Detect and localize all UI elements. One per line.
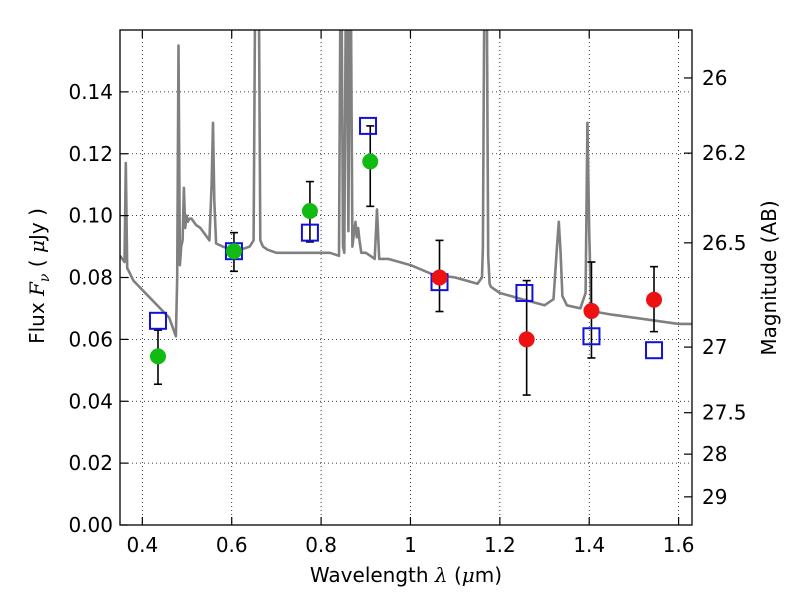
y-tick-label: 0.08	[68, 266, 113, 290]
model-photometry-square	[515, 283, 534, 302]
nir-data-point	[583, 302, 600, 319]
x-tick-label: 0.6	[216, 533, 248, 557]
x-tick-label: 1.6	[663, 533, 695, 557]
y2-tick-label: 29	[702, 485, 727, 509]
y-tick-label: 0.04	[68, 389, 113, 413]
x-tick-label: 1	[404, 533, 417, 557]
y2-tick-labels: 26 26.2 26.5 27 27.5 28 29	[702, 66, 747, 509]
y2-tick-label: 26.5	[702, 231, 747, 255]
grid-lines	[120, 30, 692, 526]
model-spectrum-layer	[120, 30, 692, 338]
y2-axis-label: Magnitude (AB)	[757, 200, 781, 355]
model-photometry-square	[300, 223, 319, 242]
nir-data-point	[431, 269, 448, 286]
y2-tick-label: 27.5	[702, 401, 747, 425]
optical-data-point	[225, 243, 242, 260]
y2-tick-label: 26.2	[702, 141, 747, 165]
y-tick-label: 0.06	[68, 327, 113, 351]
y-tick-label: 0.00	[68, 513, 113, 537]
y2-tick-label: 27	[702, 335, 727, 359]
nir-data-point	[646, 291, 663, 308]
model-spectrum-line	[120, 30, 692, 338]
y-tick-label: 0.14	[68, 80, 113, 104]
y2-tick-label: 26	[702, 66, 727, 90]
errorbar-layer	[153, 125, 659, 396]
x-tick-label: 0.8	[305, 533, 337, 557]
x-tick-labels: 0.4 0.6 0.8 1 1.2 1.4 1.6	[126, 533, 694, 557]
tick-marks	[120, 30, 692, 526]
y-tick-labels: 0.00 0.02 0.04 0.06 0.08 0.10 0.12 0.14	[68, 80, 113, 537]
model-photometry-square	[359, 116, 378, 135]
optical-data-point	[301, 202, 318, 219]
optical-data-point	[149, 348, 166, 365]
y2-tick-label: 28	[702, 442, 727, 466]
nir-data-point	[518, 331, 535, 348]
optical-data-point	[362, 153, 379, 170]
model-photometry-square	[582, 327, 601, 346]
x-tick-label: 1.2	[484, 533, 516, 557]
marker-layer	[148, 116, 664, 365]
y-tick-label: 0.02	[68, 451, 113, 475]
y-tick-label: 0.10	[68, 204, 113, 228]
model-photometry-square	[645, 341, 664, 360]
y-axis-label: Flux Fν ( μJy )	[25, 208, 53, 344]
x-tick-label: 1.4	[573, 533, 605, 557]
x-axis-label: Wavelength λ (μm)	[310, 563, 502, 587]
plot-frame	[119, 29, 693, 526]
model-photometry-square	[148, 311, 167, 330]
x-tick-label: 0.4	[126, 533, 158, 557]
y-tick-label: 0.12	[68, 142, 113, 166]
